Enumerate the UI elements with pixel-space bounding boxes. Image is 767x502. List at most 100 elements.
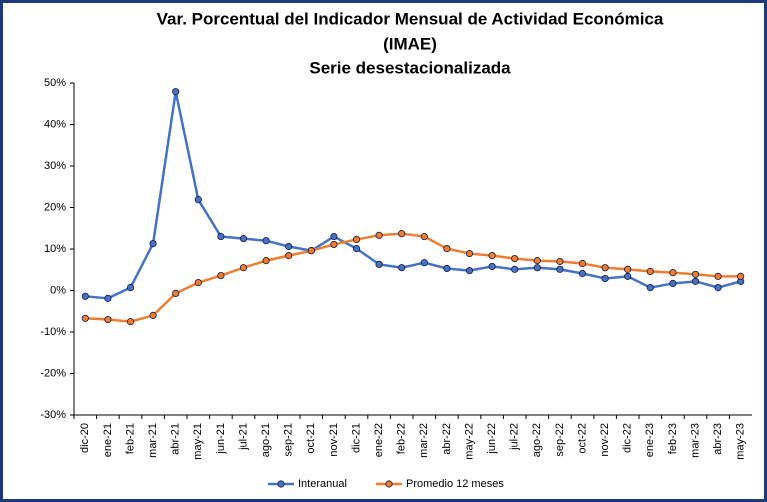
x-tick-label: dic-21: [350, 423, 362, 453]
x-tick-label: abr-21: [170, 423, 182, 455]
marker: [669, 269, 677, 277]
legend-marker: [385, 480, 393, 488]
series-line: [85, 91, 742, 300]
marker: [533, 257, 541, 265]
marker: [104, 294, 112, 302]
x-tick-label: jul-22: [509, 423, 521, 451]
marker: [601, 274, 609, 283]
marker: [172, 88, 180, 96]
x-tick-label: jul-21: [237, 423, 249, 451]
marker: [714, 283, 722, 292]
y-tick-label: -10%: [40, 326, 66, 338]
marker: [646, 267, 654, 276]
marker: [285, 252, 293, 260]
marker: [149, 240, 157, 248]
marker: [601, 264, 609, 272]
x-tick-label: abr-23: [712, 423, 724, 455]
marker: [556, 265, 564, 273]
legend-label: Promedio 12 meses: [406, 478, 504, 490]
marker: [352, 235, 361, 244]
marker: [375, 260, 383, 268]
legend-marker: [277, 480, 285, 488]
marker: [420, 232, 428, 241]
x-tick-label: ago-22: [531, 423, 543, 457]
marker: [126, 283, 135, 292]
marker: [398, 230, 406, 238]
marker: [217, 271, 225, 280]
marker: [285, 242, 293, 251]
marker: [239, 235, 248, 243]
y-tick-label: 0%: [50, 284, 66, 296]
x-tick-label: dic-22: [622, 423, 634, 453]
marker: [126, 318, 135, 326]
marker: [330, 240, 338, 249]
marker: [533, 264, 541, 272]
marker: [217, 232, 225, 241]
x-tick-label: nov-21: [328, 423, 340, 457]
marker: [398, 264, 406, 272]
marker: [239, 264, 248, 272]
marker: [307, 247, 315, 255]
marker: [104, 315, 112, 324]
marker: [624, 265, 632, 273]
marker: [556, 257, 564, 266]
y-tick-label: 20%: [44, 201, 66, 213]
legend-label: Interanual: [298, 478, 347, 490]
marker: [330, 232, 338, 241]
x-tick-label: may-21: [192, 423, 204, 460]
x-tick-label: feb-23: [667, 423, 679, 454]
x-tick-label: dic-20: [79, 423, 91, 453]
marker: [194, 279, 202, 287]
x-tick-label: mar-22: [418, 423, 430, 458]
y-tick-label: 10%: [44, 243, 66, 255]
x-tick-label: oct-21: [305, 423, 317, 454]
x-tick-label: nov-22: [599, 423, 611, 457]
marker: [691, 277, 700, 285]
marker: [511, 254, 519, 263]
marker: [578, 259, 587, 268]
marker: [737, 272, 745, 280]
x-tick-label: mar-23: [689, 423, 701, 458]
x-tick-label: feb-21: [124, 423, 136, 454]
marker: [488, 252, 496, 260]
marker: [488, 262, 496, 271]
x-tick-label: oct-22: [576, 423, 588, 454]
y-tick-label: -30%: [40, 409, 66, 421]
x-tick-label: sep-22: [554, 423, 566, 457]
marker: [81, 314, 89, 322]
marker: [262, 257, 270, 265]
x-tick-label: jun-21: [215, 423, 227, 455]
marker: [669, 279, 677, 288]
x-tick-label: abr-22: [441, 423, 453, 455]
marker: [194, 196, 202, 204]
marker: [172, 289, 180, 298]
x-tick-label: ene-21: [102, 423, 114, 457]
x-tick-label: mar-21: [147, 423, 159, 458]
x-tick-label: ago-21: [260, 423, 272, 457]
marker: [375, 231, 383, 239]
y-tick-label: 30%: [44, 160, 66, 172]
x-tick-label: ene-23: [644, 423, 656, 457]
x-tick-label: ene-22: [373, 423, 385, 457]
x-tick-label: may-23: [735, 423, 747, 460]
marker: [691, 270, 700, 278]
y-tick-label: -20%: [40, 367, 66, 379]
marker: [149, 311, 157, 319]
marker: [465, 249, 474, 258]
marker: [511, 265, 519, 273]
x-tick-label: may-22: [463, 423, 475, 460]
marker: [443, 244, 451, 253]
marker: [646, 283, 654, 292]
marker: [443, 264, 451, 273]
y-tick-label: 50%: [44, 77, 66, 89]
y-tick-label: 40%: [44, 118, 66, 130]
marker: [81, 292, 89, 300]
marker: [624, 272, 632, 280]
marker: [352, 244, 361, 253]
x-tick-label: feb-22: [396, 423, 408, 454]
chart-title: (IMAE): [383, 34, 437, 53]
marker: [578, 269, 587, 278]
x-tick-label: sep-21: [283, 423, 295, 457]
